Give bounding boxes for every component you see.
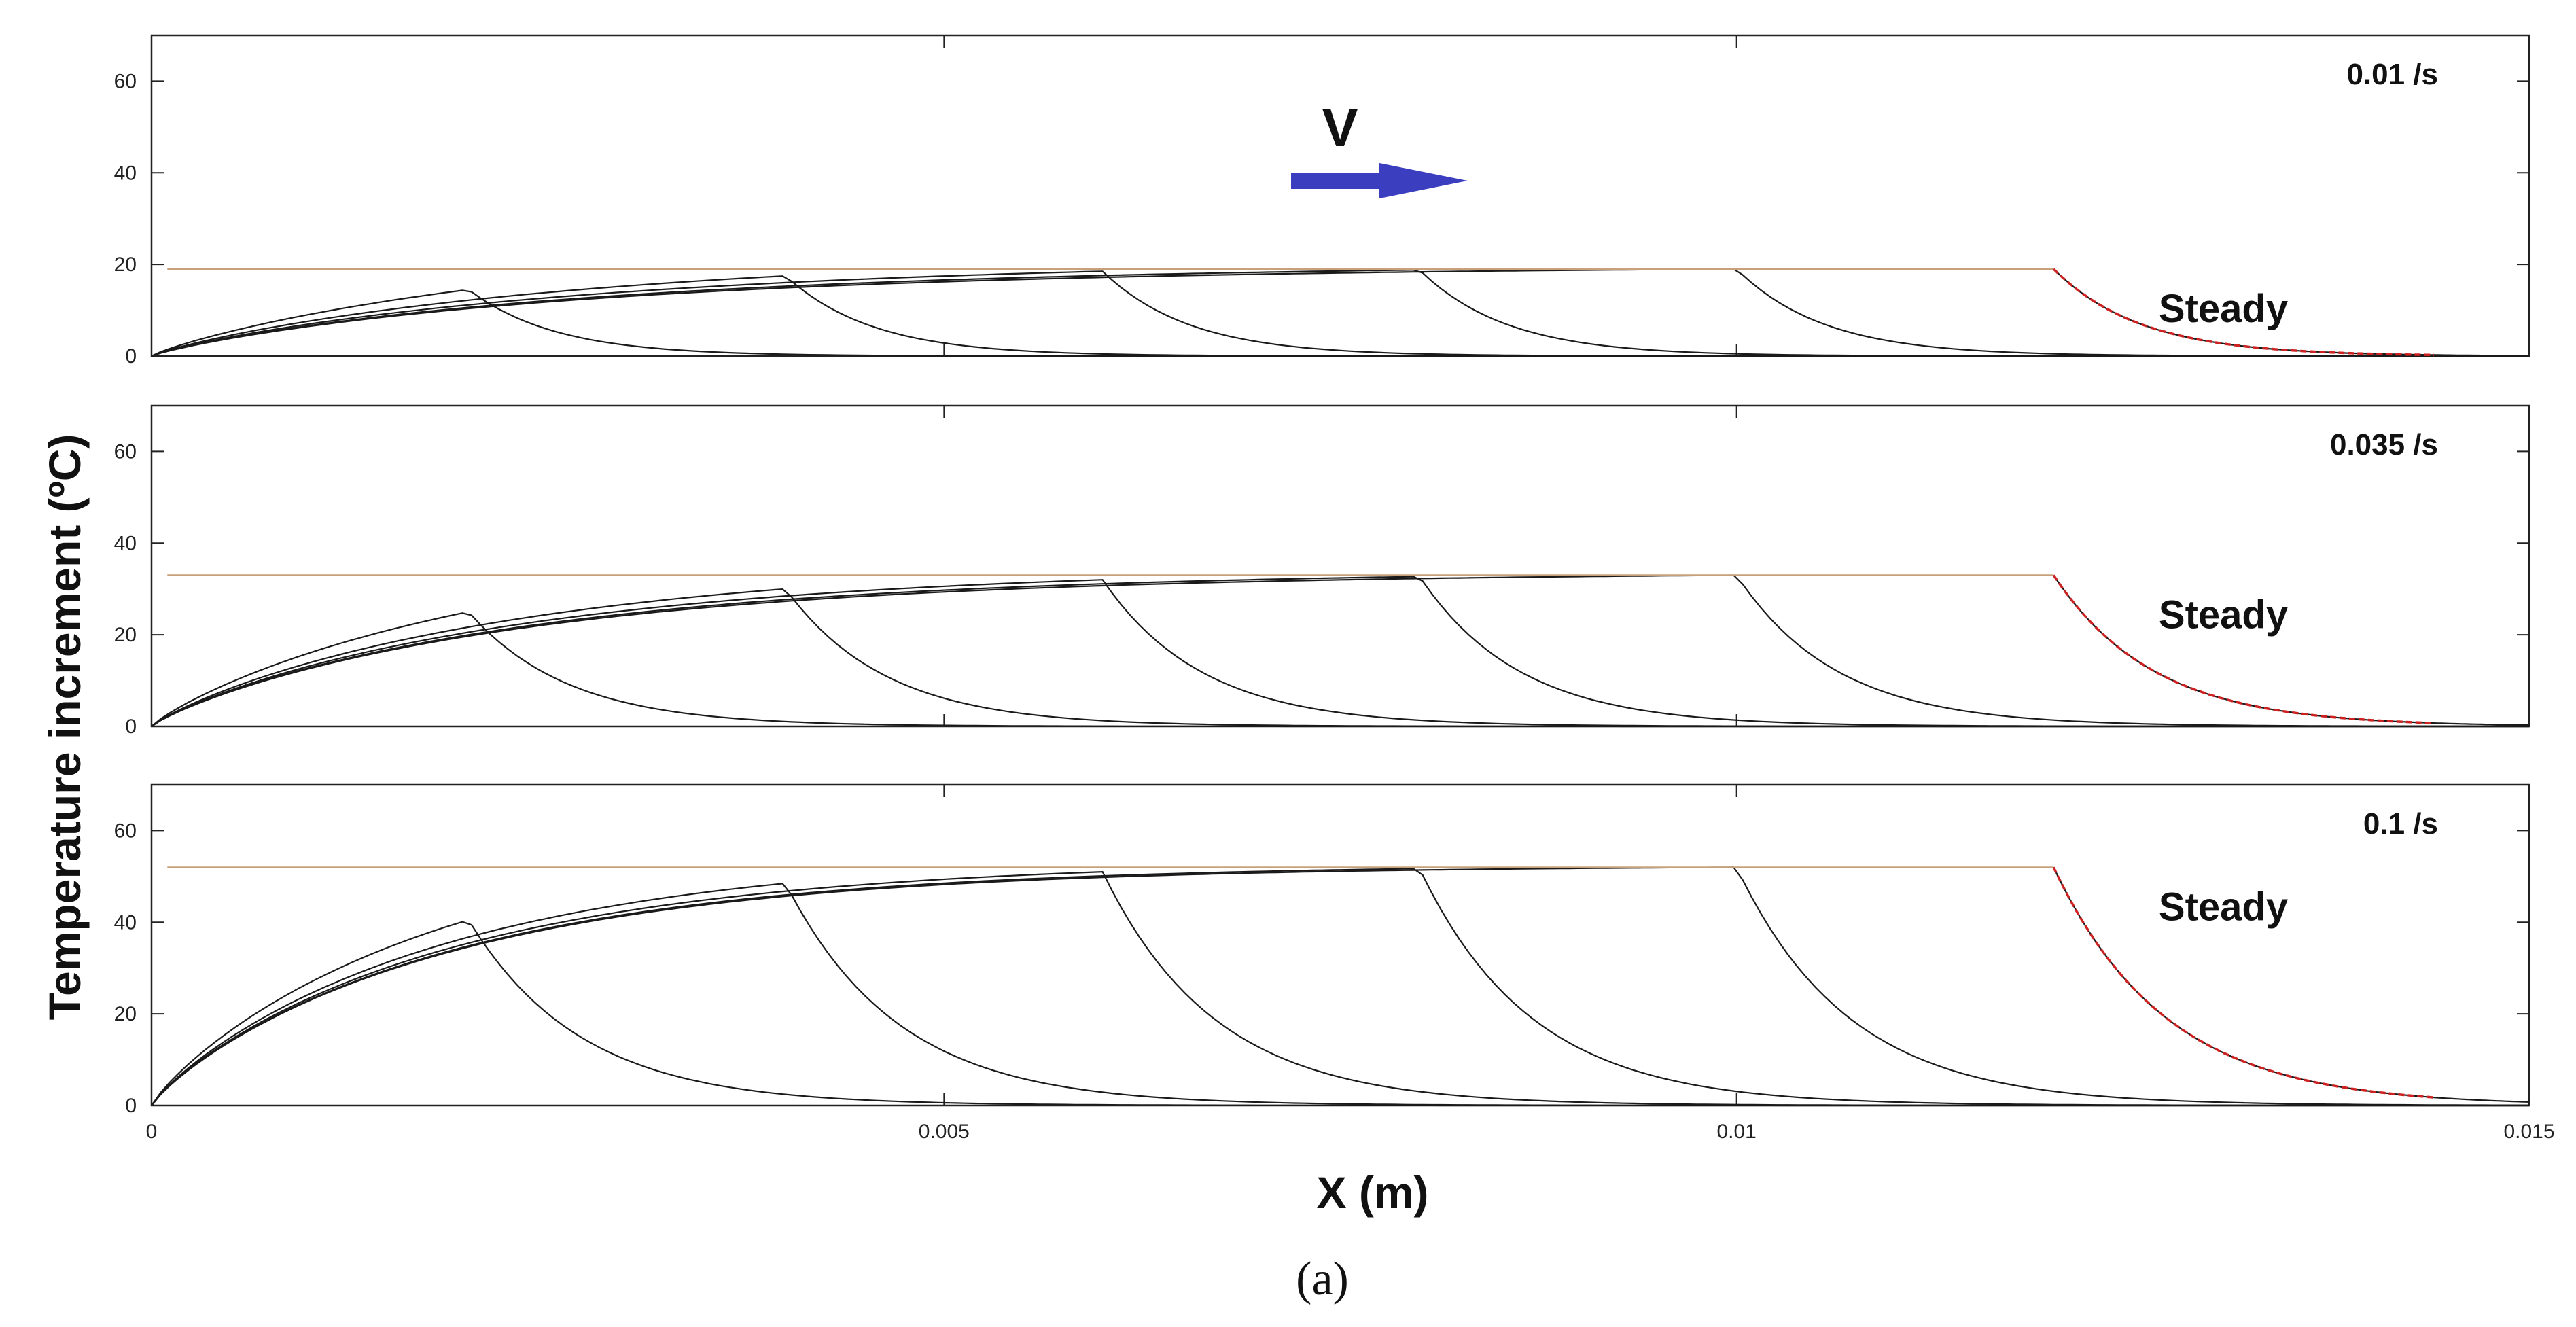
x-axis-title: X (m) — [1317, 1167, 1429, 1218]
panel-frame — [150, 783, 2530, 1107]
y-tick-label: 20 — [114, 1003, 137, 1025]
y-tick-label: 60 — [114, 70, 137, 92]
steady-annotation: Steady — [2159, 592, 2288, 637]
x-tick-label: 0.015 — [2503, 1120, 2554, 1143]
x-tick-label: 0 — [146, 1120, 158, 1143]
panel-rate-label: 0.1 /s — [2363, 807, 2438, 841]
panel-rate-label: 0.035 /s — [2330, 428, 2438, 461]
steady-decay-curve — [2053, 574, 2530, 726]
velocity-label: V — [1322, 97, 1358, 158]
x-tick-label: 0.005 — [919, 1120, 970, 1143]
y-tick-label: 40 — [114, 532, 137, 554]
panel-frame — [150, 404, 2530, 728]
steady-decay-red-curve — [2052, 574, 2435, 724]
steady-decay-red-curve — [2052, 268, 2435, 357]
steady-decay-curve — [2053, 268, 2530, 357]
y-axis-title: Temperature increment (ºC) — [39, 434, 90, 1021]
y-tick-label: 60 — [114, 440, 137, 463]
velocity-arrow-icon — [1291, 163, 1468, 198]
chart-panel: 0 20 40 60 0.035 /s Steady — [114, 404, 2530, 738]
steady-annotation: Steady — [2159, 287, 2288, 331]
transient-curve — [151, 268, 2529, 357]
y-tick-label: 20 — [114, 624, 137, 646]
steady-annotation: Steady — [2159, 885, 2288, 929]
transient-curve — [151, 576, 2529, 728]
panels: 0 20 40 60 0.01 /s Steady 0 20 40 60 0.035 /s Stead… — [114, 34, 2555, 1143]
y-tick-label: 0 — [125, 345, 137, 368]
transient-curve — [151, 866, 2529, 1106]
y-tick-label: 40 — [114, 911, 137, 934]
figure-caption: (a) — [1296, 1253, 1349, 1305]
transient-curve — [151, 868, 2529, 1107]
panel-rate-label: 0.01 /s — [2346, 58, 2438, 91]
chart-panel: 0 20 40 60 0.01 /s Steady — [114, 34, 2530, 368]
velocity-annotation: V — [1291, 97, 1468, 198]
steady-decay-red-curve — [2052, 866, 2435, 1099]
chart-panel: 0 20 40 60 0 0.005 0.01 0.015 0.1 /s Steady — [114, 783, 2555, 1143]
y-tick-label: 0 — [125, 715, 137, 738]
y-tick-label: 60 — [114, 819, 137, 842]
y-tick-label: 0 — [125, 1095, 137, 1117]
x-tick-label: 0.01 — [1716, 1120, 1756, 1143]
transient-curve — [151, 269, 2529, 357]
y-tick-label: 20 — [114, 253, 137, 276]
steady-decay-curve — [2053, 866, 2530, 1103]
y-tick-label: 40 — [114, 162, 137, 184]
transient-curve — [151, 574, 2529, 727]
